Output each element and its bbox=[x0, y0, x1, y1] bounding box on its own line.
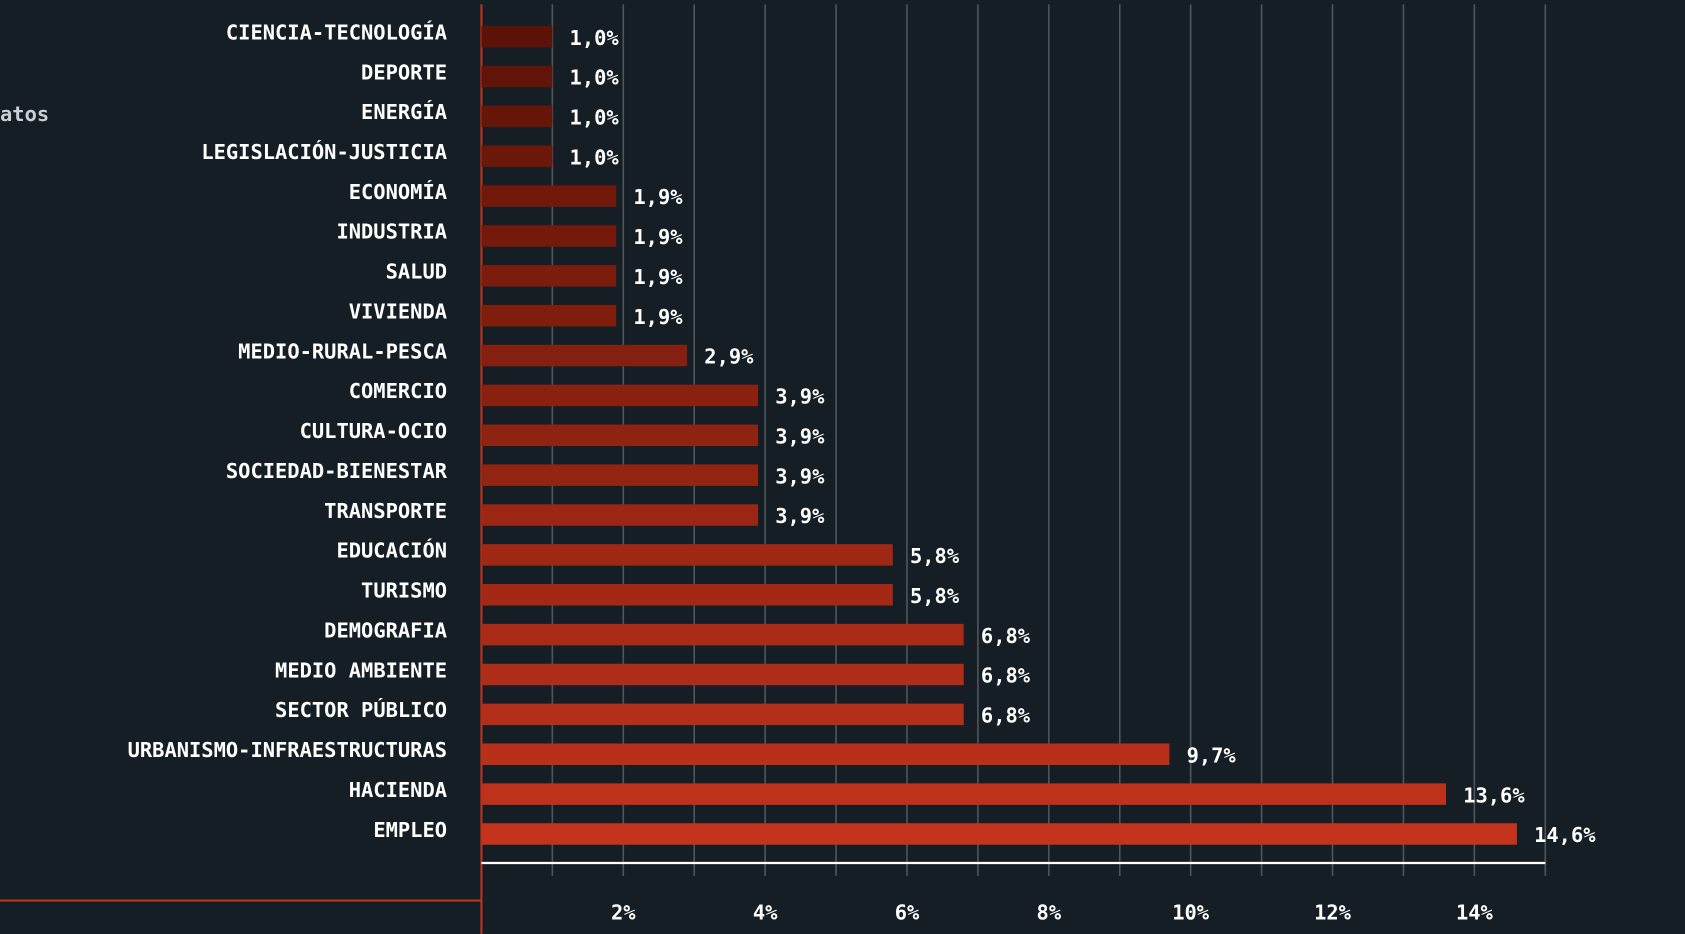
category-label: DEMOGRAFIA bbox=[324, 618, 447, 642]
bar bbox=[481, 304, 617, 327]
category-label: SOCIEDAD-BIENESTAR bbox=[226, 459, 448, 483]
value-label: 1,9% bbox=[633, 225, 683, 249]
category-label: URBANISMO-INFRAESTRUCTURAS bbox=[128, 738, 447, 762]
category-label: EMPLEO bbox=[373, 818, 447, 842]
value-label: 1,0% bbox=[570, 66, 620, 90]
category-label: SECTOR PÚBLICO bbox=[275, 697, 447, 722]
bar bbox=[481, 823, 1517, 845]
x-tick-label: 12% bbox=[1314, 901, 1352, 925]
value-label: 3,9% bbox=[775, 385, 825, 409]
x-tick-label: 10% bbox=[1172, 901, 1210, 925]
category-label: MEDIO-RURAL-PESCA bbox=[238, 339, 447, 363]
category-label: ECONOMÍA bbox=[349, 179, 447, 204]
category-label: HACIENDA bbox=[349, 778, 447, 802]
value-label: 5,8% bbox=[910, 584, 960, 608]
category-label: TRANSPORTE bbox=[324, 499, 447, 523]
category-label: CIENCIA-TECNOLOGÍA bbox=[226, 19, 447, 44]
category-label: SALUD bbox=[386, 260, 447, 284]
category-label: CULTURA-OCIO bbox=[300, 419, 447, 443]
x-tick-label: 14% bbox=[1456, 901, 1494, 925]
value-label: 3,9% bbox=[775, 464, 825, 488]
value-label: 9,7% bbox=[1187, 743, 1237, 767]
category-label: LEGISLACIÓN-JUSTICIA bbox=[201, 139, 447, 164]
value-label: 6,8% bbox=[981, 704, 1031, 728]
bar bbox=[481, 623, 964, 646]
category-label: TURISMO bbox=[361, 579, 447, 603]
category-label: COMERCIO bbox=[349, 379, 447, 403]
x-tick-label: 2% bbox=[611, 901, 636, 925]
value-label: 6,8% bbox=[981, 664, 1031, 688]
bar bbox=[481, 743, 1170, 765]
bar bbox=[481, 225, 617, 247]
category-label: INDUSTRIA bbox=[336, 220, 447, 244]
bar bbox=[481, 544, 893, 566]
x-tick-label: 4% bbox=[753, 901, 778, 925]
category-label: VIVIENDA bbox=[349, 299, 447, 323]
bar bbox=[481, 663, 964, 686]
value-label: 6,8% bbox=[981, 624, 1031, 648]
value-label: 2,9% bbox=[704, 345, 754, 369]
bar bbox=[481, 464, 759, 486]
bar bbox=[481, 65, 553, 88]
bar bbox=[481, 584, 893, 606]
x-tick-label: 6% bbox=[895, 901, 920, 925]
value-label: 1,9% bbox=[633, 185, 683, 209]
value-label: 13,6% bbox=[1463, 783, 1525, 807]
value-label: 1,0% bbox=[570, 106, 620, 130]
value-label: 1,9% bbox=[633, 265, 683, 289]
value-label: 14,6% bbox=[1534, 823, 1596, 847]
bar bbox=[481, 703, 964, 726]
value-label: 5,8% bbox=[910, 544, 960, 568]
bar bbox=[481, 185, 617, 207]
value-label: 1,9% bbox=[633, 305, 683, 329]
x-tick-label: 8% bbox=[1037, 901, 1062, 925]
value-label: 1,0% bbox=[570, 145, 620, 169]
category-label: DEPORTE bbox=[361, 60, 447, 84]
bar bbox=[481, 504, 759, 526]
value-label: 3,9% bbox=[775, 424, 825, 448]
side-text: atos bbox=[0, 102, 49, 126]
bar bbox=[481, 384, 759, 407]
value-label: 3,9% bbox=[775, 504, 825, 528]
bar bbox=[481, 105, 553, 128]
bar bbox=[481, 25, 553, 48]
value-label: 1,0% bbox=[570, 26, 620, 50]
category-label: ENERGÍA bbox=[361, 99, 447, 124]
bar bbox=[481, 783, 1447, 805]
category-label: EDUCACIÓN bbox=[336, 538, 447, 563]
category-label: MEDIO AMBIENTE bbox=[275, 658, 447, 682]
bar bbox=[481, 344, 688, 367]
bar bbox=[481, 145, 553, 167]
bar bbox=[481, 424, 759, 447]
bar bbox=[481, 265, 617, 287]
